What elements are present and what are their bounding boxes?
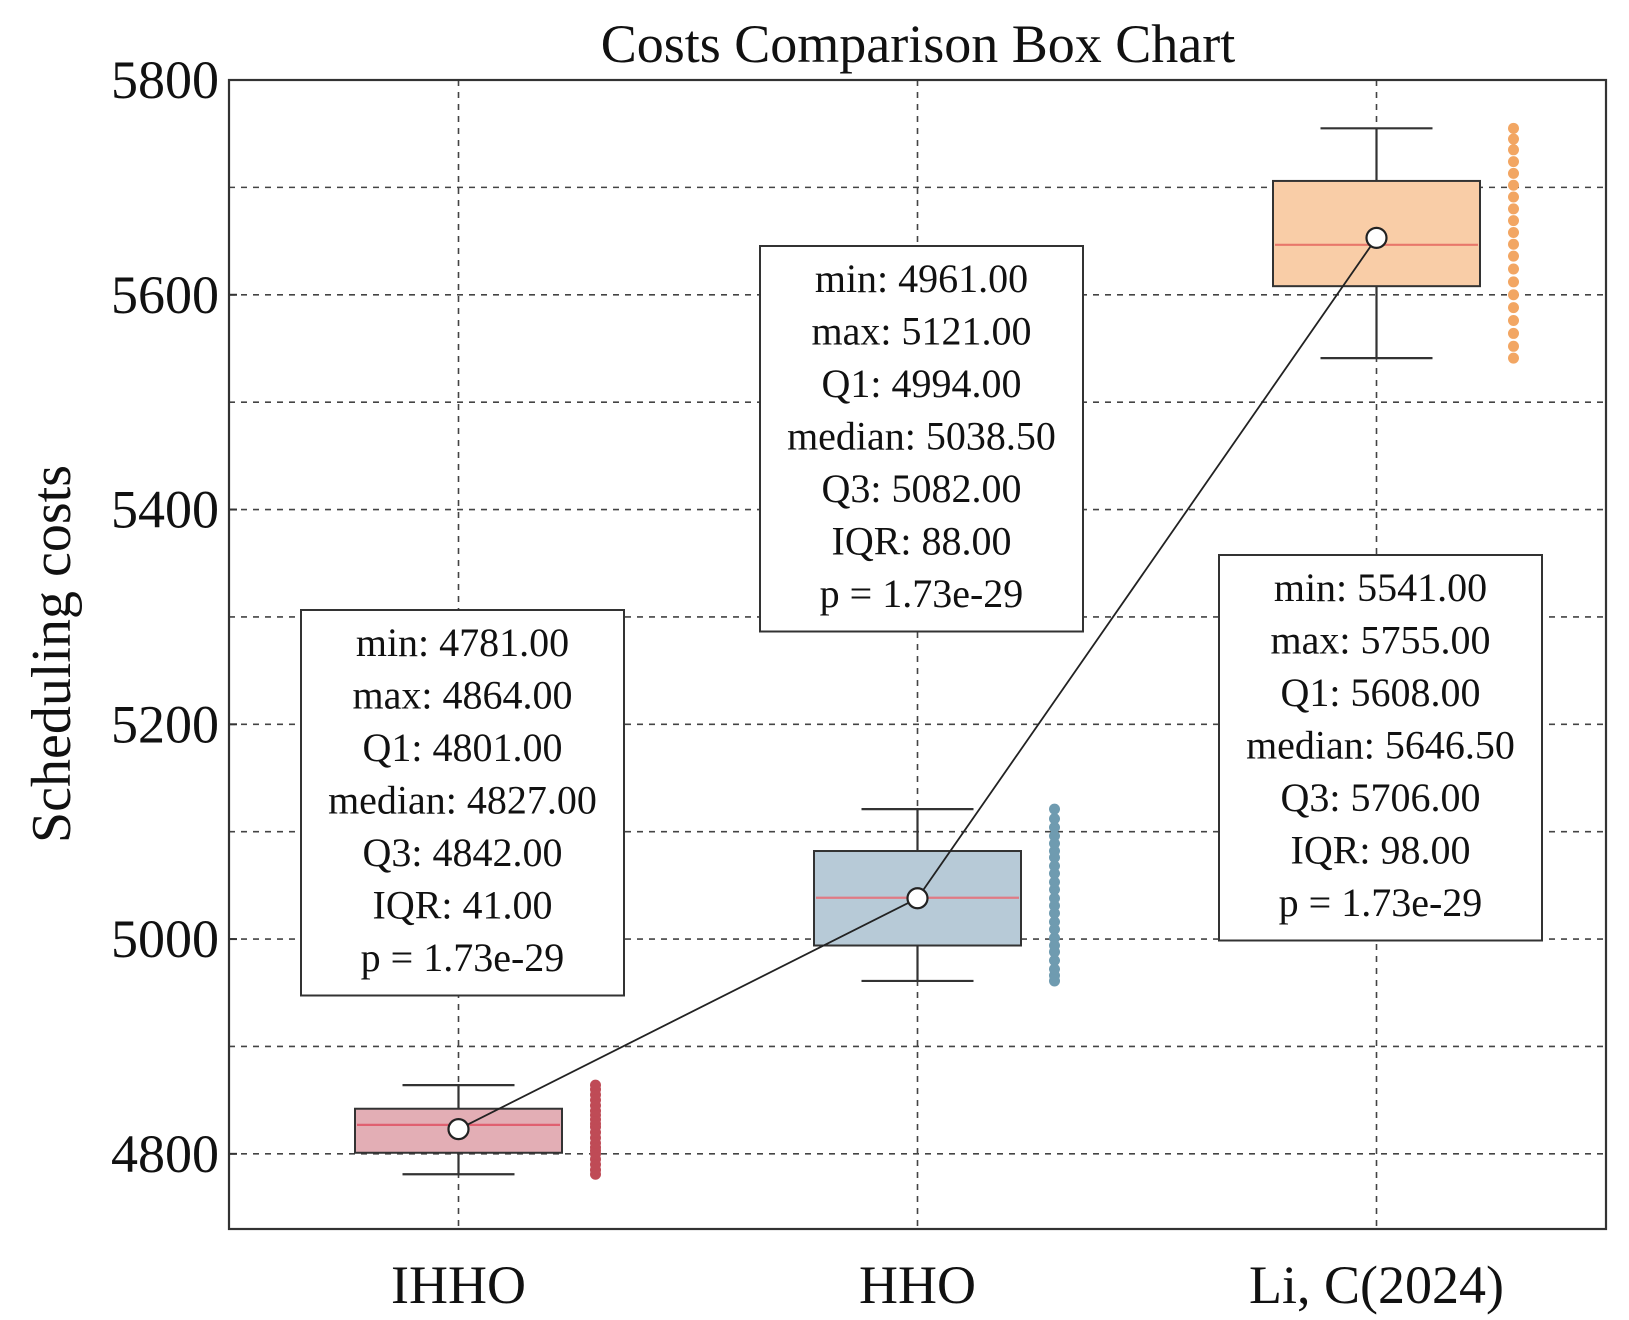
mean-marker (906, 887, 929, 910)
data-point (1049, 907, 1060, 919)
stat-box-frame (300, 609, 625, 997)
y-tick-label: 5200 (111, 694, 219, 754)
data-point (1049, 813, 1060, 825)
data-point (1508, 340, 1519, 352)
stat-line: min: 4781.00 (356, 620, 569, 665)
y-axis: 4800 5000 5200 5400 5600 5800 (111, 50, 237, 1184)
data-point (1508, 250, 1519, 262)
stat-line: IQR: 98.00 (1291, 828, 1471, 873)
stat-line: median: 4827.00 (328, 778, 597, 823)
data-point (1049, 876, 1060, 888)
y-tick-label: 5800 (111, 50, 219, 110)
plot-frame (227, 78, 1608, 1231)
data-point (1508, 144, 1519, 156)
data-point (1508, 327, 1519, 339)
stat-line: min: 5541.00 (1274, 565, 1487, 610)
data-point (1049, 845, 1060, 857)
stat-box-2: min: 4961.00 max: 5121.00 Q1: 4994.00 media… (759, 245, 1084, 633)
data-point (1508, 302, 1519, 314)
stat-line: max: 5755.00 (1271, 618, 1491, 663)
y-axis-label: Scheduling costs (21, 465, 83, 843)
data-point (590, 1079, 601, 1091)
data-point (1508, 263, 1519, 275)
mean-marker (1365, 226, 1388, 249)
data-point (1049, 900, 1060, 912)
x-tick-label: HHO (859, 1255, 976, 1315)
x-tick-label: IHHO (391, 1255, 526, 1315)
mean-trend (447, 226, 1388, 1141)
stat-line: Q1: 4994.00 (822, 361, 1022, 406)
data-point (1508, 203, 1519, 215)
data-point (1049, 821, 1060, 833)
stat-box-1: min: 4781.00 max: 4864.00 Q1: 4801.00 media… (300, 609, 625, 997)
data-point (1508, 238, 1519, 250)
data-point (1508, 276, 1519, 288)
data-point (1049, 916, 1060, 928)
stat-box-3: min: 5541.00 max: 5755.00 Q1: 5608.00 media… (1218, 554, 1543, 942)
data-point (1049, 860, 1060, 872)
y-tick-label: 4800 (111, 1124, 219, 1184)
x-axis: IHHO HHO Li, C(2024) (391, 1255, 1504, 1315)
data-point (1049, 923, 1060, 935)
data-point (1049, 803, 1060, 815)
y-tick-label: 5600 (111, 265, 219, 325)
y-tick-label: 5400 (111, 480, 219, 540)
data-point (1049, 830, 1060, 842)
stat-line: Q3: 4842.00 (363, 830, 563, 875)
data-points (590, 122, 1519, 1180)
chart-title: Costs Comparison Box Chart (601, 14, 1236, 74)
stat-line: max: 4864.00 (353, 673, 573, 718)
stat-box-frame (1218, 554, 1543, 942)
data-point (1508, 156, 1519, 168)
x-tick-label: Li, C(2024) (1249, 1255, 1504, 1315)
data-point (1049, 892, 1060, 904)
data-point (1508, 167, 1519, 179)
data-point (1049, 940, 1060, 952)
stat-line: median: 5646.50 (1246, 723, 1515, 768)
stat-line: median: 5038.50 (787, 414, 1056, 459)
data-point (1508, 226, 1519, 238)
stat-line: p = 1.73e-29 (361, 935, 565, 980)
data-point (1508, 352, 1519, 364)
data-point (1049, 884, 1060, 896)
stat-line: Q1: 4801.00 (363, 725, 563, 770)
stat-line: Q1: 5608.00 (1281, 670, 1481, 715)
data-point (1508, 133, 1519, 145)
data-point (1508, 289, 1519, 301)
y-tick-label: 5000 (111, 909, 219, 969)
data-point (1049, 837, 1060, 849)
stat-line: Q3: 5082.00 (822, 466, 1022, 511)
data-point (1508, 215, 1519, 227)
stat-line: p = 1.73e-29 (1279, 880, 1483, 925)
data-point (1508, 315, 1519, 327)
stat-line: p = 1.73e-29 (820, 571, 1024, 616)
data-point (1508, 179, 1519, 191)
data-point (1049, 963, 1060, 975)
data-point (1049, 955, 1060, 967)
stat-line: max: 5121.00 (812, 309, 1032, 354)
data-point (1049, 932, 1060, 944)
stat-line: Q3: 5706.00 (1281, 775, 1481, 820)
data-point (1049, 868, 1060, 880)
data-point (1508, 122, 1519, 134)
data-point (1508, 191, 1519, 203)
stat-line: IQR: 88.00 (832, 519, 1012, 564)
stat-line: min: 4961.00 (815, 256, 1028, 301)
stat-line: IQR: 41.00 (373, 883, 553, 928)
stat-annotations: min: 4781.00 max: 4864.00 Q1: 4801.00 media… (300, 245, 1543, 997)
stat-box-frame (759, 245, 1084, 633)
mean-marker (447, 1118, 470, 1141)
